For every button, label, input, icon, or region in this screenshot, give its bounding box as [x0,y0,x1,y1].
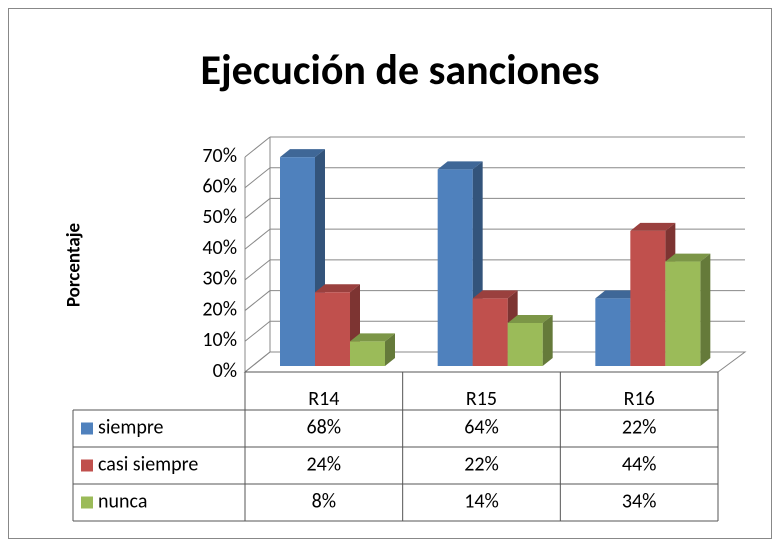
x-tick-label: R16 [624,387,655,411]
table-value: 14% [464,489,499,513]
table-value: 22% [622,415,657,439]
x-tick-label: R15 [466,387,497,411]
bar [665,261,701,366]
bar-side [700,253,711,366]
table-value: 44% [622,452,657,476]
y-tick-label: 40% [202,236,237,260]
bar [315,292,350,366]
bar-top [507,315,553,323]
grid-line [244,290,271,311]
bar [630,230,666,366]
y-tick-label: 50% [202,205,237,229]
y-tick-label: 20% [202,297,237,321]
bar [595,298,631,366]
bar [437,169,473,366]
bar-side [385,333,395,366]
grid-line [244,320,271,342]
table-value: 64% [464,415,499,439]
bar-top [437,161,483,170]
grid-line [244,198,271,219]
bar-top [665,253,711,262]
legend-label: nunca [98,489,147,513]
y-tick-label: 0% [213,359,237,383]
bar-top [315,284,360,293]
bar [507,323,543,366]
legend-key [81,459,93,472]
legend-label: siempre [98,415,164,439]
legend-label: casi siempre [98,452,198,476]
y-tick-label: 70% [202,144,237,168]
chart-title: Ejecución de sanciones [200,45,599,96]
bar-top [630,222,676,231]
bar-top [595,290,641,299]
y-axis-label: Porcentaje [63,223,86,307]
y-tick-label: 60% [202,174,237,198]
table-value: 24% [307,452,342,476]
bar [472,298,508,366]
legend-key [81,422,93,435]
bar-top [280,149,325,158]
table-value: 34% [622,489,657,513]
bar-side [542,315,553,366]
y-tick-label: 30% [202,267,237,291]
bar-top [472,290,518,299]
x-tick-label: R14 [308,387,339,411]
grid-line [244,136,271,158]
legend-key [81,496,93,509]
table-value: 68% [307,415,342,439]
bar-top [350,333,395,342]
grid-line [244,259,271,281]
y-tick-label: 10% [202,328,237,352]
bar [280,157,315,366]
table-value: 8% [312,489,336,513]
grid-line [244,167,271,189]
grid-line [244,351,271,373]
table-value: 22% [464,452,499,476]
grid-line [244,228,271,250]
bar [350,341,385,366]
